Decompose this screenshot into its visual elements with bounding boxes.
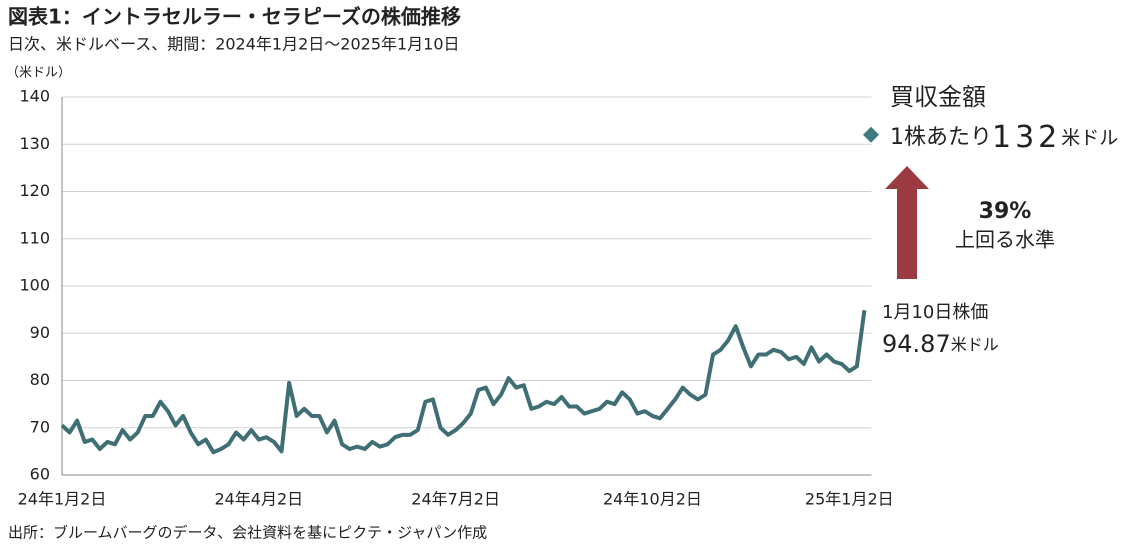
chart-title: 図表1：イントラセルラー・セラピーズの株価推移 bbox=[8, 5, 461, 29]
deal-heading: 買収金額 bbox=[890, 83, 986, 111]
y-tick-label: 110 bbox=[19, 228, 50, 247]
premium-text: 上回る水準 bbox=[955, 228, 1055, 252]
x-tick-label: 24年1月2日 bbox=[18, 490, 107, 509]
last-value-label: 94.87米ドル bbox=[882, 330, 999, 358]
x-tick-label: 24年4月2日 bbox=[214, 490, 303, 509]
y-unit: （米ドル） bbox=[6, 66, 71, 81]
y-tick-label: 130 bbox=[19, 134, 50, 153]
last-unit: 米ドル bbox=[951, 335, 999, 354]
y-tick-label: 70 bbox=[30, 417, 50, 436]
deal-price-label: 1株あたり132米ドル bbox=[890, 120, 1118, 155]
arrow-shaft bbox=[897, 188, 917, 279]
y-tick-label: 120 bbox=[19, 181, 50, 200]
y-tick-label: 140 bbox=[19, 87, 50, 106]
last-label: 1月10日株価 bbox=[882, 302, 988, 323]
y-tick-label: 80 bbox=[30, 370, 50, 389]
arrow-head bbox=[885, 166, 929, 189]
chart-subtitle: 日次、米ドルベース、期間：2024年1月2日～2025年1月10日 bbox=[8, 35, 460, 54]
price-line bbox=[60, 309, 867, 455]
deal-price: 132 bbox=[992, 120, 1061, 155]
x-tick-label: 25年1月2日 bbox=[805, 490, 894, 509]
y-tick-label: 90 bbox=[30, 323, 50, 342]
deal-marker bbox=[863, 126, 879, 143]
premium: 39% bbox=[979, 199, 1032, 224]
y-tick-label: 60 bbox=[30, 465, 50, 484]
y-tick-label: 100 bbox=[19, 276, 50, 295]
last-value: 94.87 bbox=[882, 330, 951, 358]
source: 出所：ブルームバーグのデータ、会社資料を基にピクテ・ジャパン作成 bbox=[8, 524, 487, 542]
deal-prefix: 1株あたり bbox=[890, 125, 992, 150]
deal-unit: 米ドル bbox=[1061, 127, 1118, 149]
x-tick-label: 24年10月2日 bbox=[603, 490, 702, 509]
x-tick-label: 24年7月2日 bbox=[411, 490, 500, 509]
